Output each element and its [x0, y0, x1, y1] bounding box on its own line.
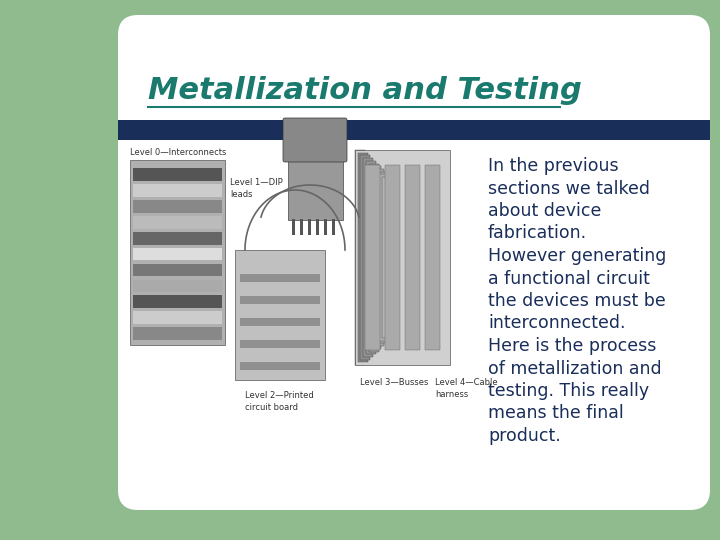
Bar	[382, 177, 392, 338]
Bar	[133, 295, 222, 308]
Text: product.: product.	[488, 427, 561, 445]
Bar	[366, 161, 376, 354]
Bar	[358, 153, 368, 362]
Bar	[324, 219, 327, 235]
Bar	[133, 280, 222, 292]
FancyBboxPatch shape	[118, 15, 710, 510]
Bar	[235, 250, 325, 380]
Text: fabrication.: fabrication.	[488, 225, 587, 242]
Text: leads: leads	[230, 190, 253, 199]
Bar	[240, 296, 320, 304]
Text: means the final: means the final	[488, 404, 624, 422]
Bar	[133, 168, 222, 181]
Text: the devices must be: the devices must be	[488, 292, 666, 310]
Bar	[133, 184, 222, 197]
Bar	[130, 160, 225, 345]
Text: circuit board: circuit board	[245, 403, 298, 412]
Text: However generating: However generating	[488, 247, 667, 265]
Text: of metallization and: of metallization and	[488, 360, 662, 377]
Bar	[133, 216, 222, 228]
Bar	[133, 248, 222, 260]
Bar	[316, 219, 319, 235]
Bar	[133, 312, 222, 324]
Text: Metallization and Testing: Metallization and Testing	[148, 76, 582, 105]
Text: about device: about device	[488, 202, 601, 220]
Text: a functional circuit: a functional circuit	[488, 269, 650, 287]
Bar	[365, 165, 380, 350]
Bar	[377, 172, 387, 343]
Bar	[133, 232, 222, 245]
Bar	[372, 166, 381, 349]
Bar	[425, 165, 440, 350]
Bar	[240, 274, 320, 282]
Text: interconnected.: interconnected.	[488, 314, 626, 333]
Bar	[133, 200, 222, 213]
Text: Level 4—Cable: Level 4—Cable	[435, 378, 498, 387]
Text: Here is the process: Here is the process	[488, 337, 657, 355]
Bar	[332, 219, 335, 235]
Text: Level 2—Printed: Level 2—Printed	[245, 391, 314, 400]
Bar	[405, 165, 420, 350]
Bar	[240, 340, 320, 348]
Bar	[240, 318, 320, 326]
Bar	[363, 158, 373, 357]
Text: In the previous: In the previous	[488, 157, 618, 175]
Bar	[385, 165, 400, 350]
Text: Level 1—DIP: Level 1—DIP	[230, 178, 283, 187]
Text: harness: harness	[435, 390, 468, 399]
Bar	[355, 150, 450, 365]
Bar	[361, 156, 370, 360]
Bar	[369, 164, 379, 352]
Bar	[240, 362, 320, 370]
Bar	[118, 120, 710, 140]
Text: Level 0—Interconnects: Level 0—Interconnects	[130, 148, 226, 157]
Bar	[288, 160, 343, 220]
Bar	[355, 150, 365, 365]
Bar	[308, 219, 311, 235]
Bar	[133, 264, 222, 276]
Text: sections we talked: sections we talked	[488, 179, 650, 198]
Bar	[374, 169, 384, 346]
Bar	[300, 219, 303, 235]
Bar	[379, 174, 390, 341]
FancyBboxPatch shape	[283, 118, 347, 162]
Bar	[292, 219, 295, 235]
Bar	[133, 327, 222, 340]
Text: testing. This really: testing. This really	[488, 382, 649, 400]
Text: Level 3—Busses: Level 3—Busses	[360, 378, 428, 387]
